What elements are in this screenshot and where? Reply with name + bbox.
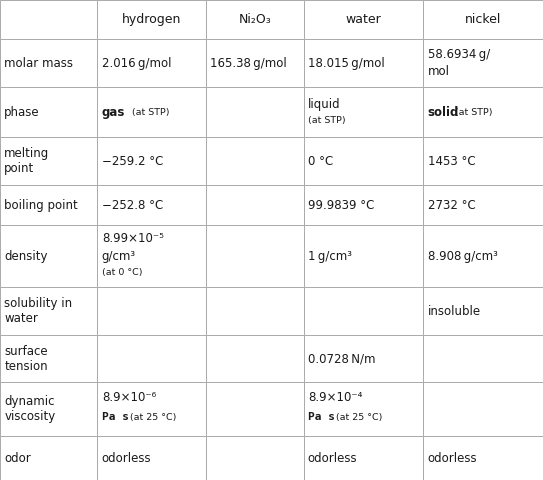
Text: 0.0728 N/m: 0.0728 N/m <box>308 352 375 365</box>
Text: surface
tension: surface tension <box>4 345 48 372</box>
Bar <box>206 336 304 382</box>
Text: (at 25 °C): (at 25 °C) <box>334 413 382 422</box>
Text: −252.8 °C: −252.8 °C <box>102 199 163 212</box>
Bar <box>97 225 206 288</box>
Bar <box>97 39 206 87</box>
Text: nickel: nickel <box>465 13 501 26</box>
Bar <box>304 436 423 480</box>
Bar <box>0 185 97 225</box>
Text: 8.99×10⁻⁵: 8.99×10⁻⁵ <box>102 232 163 245</box>
Text: 2.016 g/mol: 2.016 g/mol <box>102 57 171 70</box>
Text: 8.908 g/cm³: 8.908 g/cm³ <box>427 250 497 263</box>
Bar <box>304 87 423 137</box>
Text: 0 °C: 0 °C <box>308 155 333 168</box>
Text: odorless: odorless <box>427 452 477 465</box>
Text: water: water <box>345 13 381 26</box>
Bar <box>423 137 543 185</box>
Text: 165.38 g/mol: 165.38 g/mol <box>210 57 287 70</box>
Text: (at STP): (at STP) <box>452 108 492 117</box>
Bar <box>206 225 304 288</box>
Bar <box>423 87 543 137</box>
Bar <box>97 137 206 185</box>
Text: density: density <box>4 250 48 263</box>
Bar <box>206 87 304 137</box>
Bar <box>304 39 423 87</box>
Text: molar mass: molar mass <box>4 57 73 70</box>
Bar <box>0 436 97 480</box>
Bar <box>0 288 97 336</box>
Text: phase: phase <box>4 106 40 119</box>
Bar <box>97 382 206 436</box>
Bar <box>0 39 97 87</box>
Bar <box>0 0 97 39</box>
Text: odorless: odorless <box>102 452 151 465</box>
Bar <box>304 336 423 382</box>
Text: boiling point: boiling point <box>4 199 78 212</box>
Bar <box>423 336 543 382</box>
Text: dynamic
viscosity: dynamic viscosity <box>4 395 55 423</box>
Bar <box>0 225 97 288</box>
Bar <box>304 185 423 225</box>
Bar <box>206 137 304 185</box>
Text: gas: gas <box>102 106 125 119</box>
Text: melting
point: melting point <box>4 147 49 176</box>
Text: odor: odor <box>4 452 31 465</box>
Bar <box>206 185 304 225</box>
Bar <box>0 137 97 185</box>
Text: 8.9×10⁻⁶: 8.9×10⁻⁶ <box>102 391 156 404</box>
Bar <box>97 87 206 137</box>
Text: liquid: liquid <box>308 98 340 111</box>
Bar <box>423 225 543 288</box>
Bar <box>97 436 206 480</box>
Text: (at 25 °C): (at 25 °C) <box>128 413 176 422</box>
Bar <box>304 0 423 39</box>
Bar <box>304 225 423 288</box>
Text: (at STP): (at STP) <box>308 116 345 125</box>
Bar <box>423 288 543 336</box>
Bar <box>423 185 543 225</box>
Bar <box>0 87 97 137</box>
Bar <box>97 288 206 336</box>
Bar <box>206 382 304 436</box>
Text: insoluble: insoluble <box>427 305 481 318</box>
Text: −259.2 °C: −259.2 °C <box>102 155 163 168</box>
Text: hydrogen: hydrogen <box>122 13 181 26</box>
Bar <box>304 137 423 185</box>
Text: 2732 °C: 2732 °C <box>427 199 475 212</box>
Text: (at 0 °C): (at 0 °C) <box>102 268 142 277</box>
Bar <box>304 288 423 336</box>
Text: Ni₂O₃: Ni₂O₃ <box>238 13 271 26</box>
Bar <box>97 0 206 39</box>
Text: odorless: odorless <box>308 452 357 465</box>
Text: (at STP): (at STP) <box>130 108 169 117</box>
Bar <box>423 0 543 39</box>
Bar <box>423 39 543 87</box>
Text: 99.9839 °C: 99.9839 °C <box>308 199 374 212</box>
Text: mol: mol <box>427 65 450 78</box>
Text: g/cm³: g/cm³ <box>102 250 136 263</box>
Bar <box>97 185 206 225</box>
Bar <box>0 382 97 436</box>
Bar <box>206 288 304 336</box>
Text: Pa s: Pa s <box>308 412 335 422</box>
Text: 58.6934 g/: 58.6934 g/ <box>427 48 490 61</box>
Text: 8.9×10⁻⁴: 8.9×10⁻⁴ <box>308 391 362 404</box>
Text: 1453 °C: 1453 °C <box>427 155 475 168</box>
Bar <box>206 436 304 480</box>
Bar <box>97 336 206 382</box>
Text: solid: solid <box>427 106 459 119</box>
Text: Pa s: Pa s <box>102 412 129 422</box>
Bar <box>304 382 423 436</box>
Bar <box>206 0 304 39</box>
Bar <box>423 436 543 480</box>
Text: solubility in
water: solubility in water <box>4 298 72 325</box>
Text: 18.015 g/mol: 18.015 g/mol <box>308 57 384 70</box>
Text: 1 g/cm³: 1 g/cm³ <box>308 250 352 263</box>
Bar <box>423 382 543 436</box>
Bar <box>0 336 97 382</box>
Bar <box>206 39 304 87</box>
